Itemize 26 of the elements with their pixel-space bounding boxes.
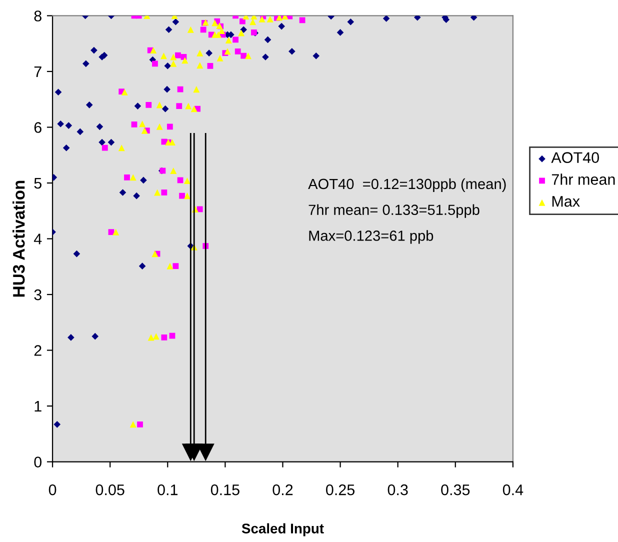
y-tick-label: 2: [34, 345, 42, 356]
y-tick-label: 6: [34, 122, 42, 133]
legend-label: 7hr mean: [552, 174, 615, 185]
y-axis-title: HU3 Activation: [12, 180, 25, 297]
annotation: Max=0.123=61 ppb: [309, 230, 434, 244]
x-tick-label: 0.35: [441, 484, 470, 496]
annotation: AOT40 =0.12=130ppb (mean): [308, 178, 506, 192]
x-tick-label: 0.3: [388, 484, 408, 496]
x-tick-label: 0.15: [210, 484, 240, 496]
y-tick-label: 0: [34, 456, 42, 468]
legend-label: AOT40: [551, 152, 599, 163]
x-axis-title: Scaled Input: [242, 523, 324, 536]
y-tick-label: 7: [34, 66, 42, 78]
y-tick-label: 5: [34, 178, 42, 189]
y-tick-label: 8: [34, 10, 42, 22]
x-tick-label: 0.25: [326, 484, 355, 496]
x-tick-label: 0.2: [272, 484, 293, 496]
x-tick-label: 0.05: [96, 484, 124, 496]
y-tick-label: 1: [34, 401, 42, 412]
annotation: 7hr mean= 0.133=51.5ppb: [308, 204, 480, 218]
legend-label: Max: [552, 196, 580, 207]
y-tick-label: 4: [34, 234, 42, 244]
x-tick-label: 0: [48, 484, 56, 496]
y-tick-label: 3: [34, 289, 42, 300]
x-tick-label: 0.4: [502, 484, 524, 496]
x-tick-label: 0.1: [158, 484, 178, 496]
